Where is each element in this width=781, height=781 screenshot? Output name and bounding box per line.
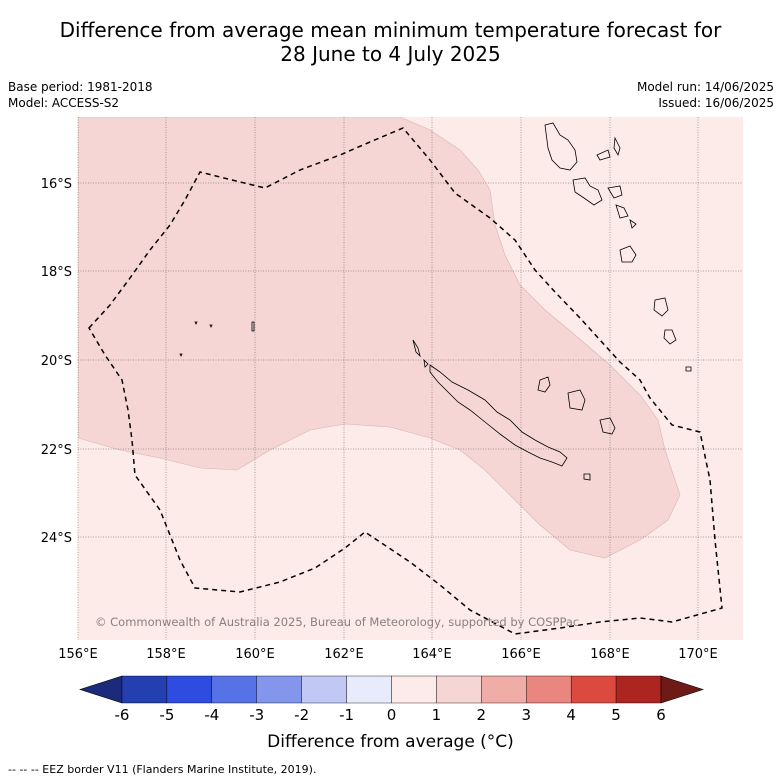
lon-label-156e: 156°E	[58, 647, 98, 662]
coastlines	[179, 122, 692, 481]
colorbar-tick-label: 1	[432, 706, 442, 724]
colorbar-tick-label: 6	[656, 706, 666, 724]
colorbar-extend-low	[79, 675, 123, 704]
colorbar-segment	[121, 675, 168, 704]
colorbar-tick-label: 2	[477, 706, 487, 724]
colorbar-tick-label: 5	[611, 706, 621, 724]
colorbar-segment	[211, 675, 257, 704]
colorbar-segment	[391, 675, 437, 704]
colorbar-extend-high	[660, 675, 704, 704]
colorbar-tick-label: -1	[339, 706, 354, 724]
model-run: Model run: 14/06/2025	[636, 80, 774, 94]
colorbar-segment	[301, 675, 347, 704]
lon-label-164e: 164°E	[412, 647, 452, 662]
lon-label-162e: 162°E	[324, 647, 364, 662]
colorbar-tick-label: 0	[387, 706, 397, 724]
lat-label-24s: 24°S	[41, 531, 72, 546]
model-name: Model: ACCESS-S2	[8, 96, 120, 110]
colorbar-segment	[570, 675, 617, 704]
meta-left: Base period: 1981-2018 Model: ACCESS-S2	[8, 79, 153, 111]
lat-label-22s: 22°S	[41, 443, 72, 458]
colorbar-label: Difference from average (°C)	[267, 732, 514, 752]
lat-label-20s: 20°S	[41, 354, 72, 369]
title-line-2: 28 June to 4 July 2025	[280, 42, 501, 66]
colorbar-tick-label: -2	[294, 706, 309, 724]
lon-label-170e: 170°E	[678, 647, 718, 662]
colorbar-tick-label: -5	[159, 706, 174, 724]
colorbar-segment	[526, 675, 572, 704]
map-gridlines	[77, 117, 743, 640]
eez-border	[88, 127, 723, 635]
colorbar-segment	[481, 675, 527, 704]
latitude-labels: 16°S 18°S 20°S 22°S 24°S	[41, 177, 72, 546]
lat-label-18s: 18°S	[41, 265, 72, 280]
colorbar-tick-label: 4	[566, 706, 576, 724]
loyalty-islands	[537, 376, 616, 435]
colorbar: -6 -5 -4 -3 -2 -1 0 1 2 3 4 5 6	[79, 675, 704, 724]
issued-date: Issued: 16/06/2025	[658, 96, 774, 110]
lat-label-16s: 16°S	[41, 177, 72, 192]
colorbar-segment	[436, 675, 482, 704]
new-caledonia-main-island	[429, 364, 568, 467]
title-line-1: Difference from average mean minimum tem…	[59, 18, 722, 42]
colorbar-tick-label: -3	[249, 706, 264, 724]
map-title: Difference from average mean minimum tem…	[0, 18, 781, 66]
anomaly-region-1-to-2	[78, 117, 681, 559]
copyright-notice: © Commonwealth of Australia 2025, Bureau…	[95, 615, 579, 629]
colorbar-segment	[615, 675, 662, 704]
colorbar-tick-label: -4	[204, 706, 219, 724]
colorbar-segment	[346, 675, 392, 704]
colorbar-segment	[256, 675, 302, 704]
lon-label-160e: 160°E	[235, 647, 275, 662]
vanuatu-islands	[544, 122, 692, 372]
base-period: Base period: 1981-2018	[8, 80, 153, 94]
eez-footnote: -- -- -- EEZ border V11 (Flanders Marine…	[8, 763, 317, 776]
lon-label-158e: 158°E	[146, 647, 186, 662]
lon-label-166e: 166°E	[501, 647, 541, 662]
colorbar-tick-label: -6	[115, 706, 130, 724]
colorbar-tick-label: 3	[521, 706, 531, 724]
longitude-labels: 156°E 158°E 160°E 162°E 164°E 166°E 168°…	[58, 647, 718, 662]
colorbar-segment	[166, 675, 213, 704]
meta-right: Model run: 14/06/2025 Issued: 16/06/2025	[637, 79, 774, 111]
lon-label-168e: 168°E	[590, 647, 630, 662]
